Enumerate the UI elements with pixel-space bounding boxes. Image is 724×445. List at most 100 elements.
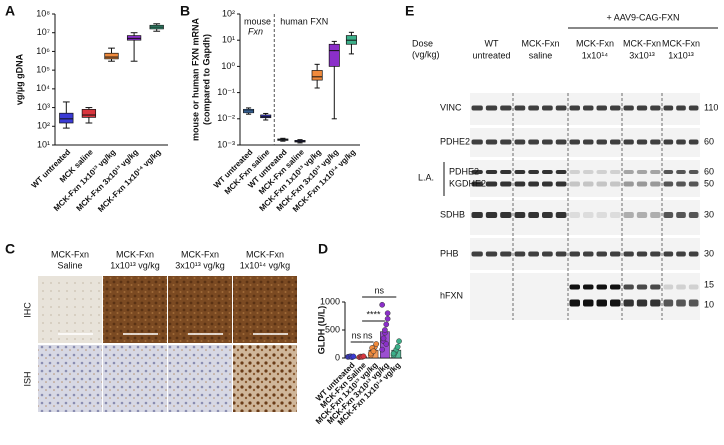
blot-band — [623, 299, 634, 307]
blot-band — [623, 181, 634, 187]
y-tick-label: 10⁰ — [221, 61, 235, 71]
micrograph — [233, 276, 297, 343]
row-label: PDHE2 — [449, 166, 479, 176]
blot-band — [471, 251, 483, 257]
data-point — [360, 353, 367, 360]
blot-band — [569, 299, 580, 307]
blot-band — [569, 105, 580, 111]
blot-band — [650, 284, 661, 290]
mw-marker: 110 — [704, 102, 718, 112]
blot-band — [569, 284, 580, 290]
data-point — [380, 335, 387, 342]
blot-band — [610, 284, 621, 290]
significance-label: ns — [374, 285, 384, 295]
blot-band — [500, 139, 512, 145]
panel-label: D — [318, 241, 328, 257]
blot-band — [610, 139, 621, 145]
blot-band — [514, 139, 526, 145]
y-tick-label: 0 — [335, 352, 340, 362]
data-point — [379, 301, 386, 308]
y-tick-label: 10⁶ — [36, 46, 50, 56]
blot-band — [650, 251, 661, 257]
blot-band — [610, 212, 621, 218]
box — [59, 112, 74, 124]
data-point — [383, 341, 390, 347]
blot-band — [514, 181, 526, 187]
blot-band — [676, 181, 686, 187]
blot-band — [528, 105, 539, 111]
data-point — [396, 338, 402, 345]
blot-band — [485, 251, 498, 257]
blot-band — [583, 181, 594, 187]
blot-band — [610, 251, 621, 257]
blot-band — [555, 251, 567, 257]
row-label: KGDHE2 — [449, 178, 486, 188]
group-label: untreated — [472, 50, 510, 60]
blot-band — [583, 251, 594, 257]
blot-band — [610, 181, 621, 187]
blot-band — [542, 251, 553, 257]
blot-band — [555, 170, 567, 174]
blot-band — [471, 105, 483, 111]
blot-band — [676, 251, 686, 257]
y-tick-label: 10⁴ — [36, 83, 50, 93]
blot-band — [610, 105, 621, 111]
blot-band — [500, 181, 512, 187]
row-label: PDHE2 — [440, 136, 470, 146]
blot-band — [663, 105, 674, 111]
box — [328, 43, 340, 67]
blot-band — [471, 181, 483, 187]
panel-label: A — [5, 3, 15, 19]
group-label: 1x10¹⁴ — [582, 50, 609, 60]
y-tick-label: 10⁻³ — [217, 139, 235, 149]
blot-band — [650, 212, 661, 218]
annotation: human FXN — [280, 16, 328, 26]
blot-band — [596, 105, 607, 111]
micrograph — [168, 345, 232, 412]
blot-band — [636, 105, 648, 111]
column-label: MCK-Fxn — [51, 249, 89, 259]
micrograph — [103, 345, 167, 412]
group-label: 1x10¹³ — [668, 50, 694, 60]
group-label: MCK-Fxn — [623, 38, 661, 48]
column-label: 1x10¹⁴ vg/kg — [240, 260, 290, 270]
mw-marker: 15 — [704, 279, 714, 289]
blot-band — [636, 212, 648, 218]
y-tick-label: 10⁷ — [37, 27, 50, 37]
significance-label: **** — [366, 309, 381, 319]
blot-band — [569, 181, 580, 187]
mw-marker: 60 — [704, 136, 714, 146]
blot-band — [500, 170, 512, 174]
blot-band — [688, 284, 699, 290]
blot-band — [514, 105, 526, 111]
micrograph — [38, 276, 102, 343]
box — [311, 70, 323, 81]
data-point — [350, 353, 357, 360]
y-axis-label: GLDH (U/L) — [316, 306, 326, 355]
blot-band — [688, 170, 699, 174]
column-label: 3x10¹³ vg/kg — [175, 260, 225, 270]
y-tick-label: 10² — [222, 8, 235, 18]
blot-band — [596, 139, 607, 145]
blot-band — [485, 170, 498, 174]
blot-band — [636, 139, 648, 145]
blot-band — [569, 139, 580, 145]
blot-band — [500, 212, 512, 218]
row-label: hFXN — [440, 290, 463, 300]
blot-band — [583, 105, 594, 111]
mw-marker: 60 — [704, 166, 714, 176]
blot-band — [485, 105, 498, 111]
column-label: Saline — [57, 260, 82, 270]
y-tick-label: 10¹ — [222, 35, 235, 45]
panel-label: B — [180, 3, 190, 19]
dose-label: (vg/kg) — [412, 49, 440, 59]
data-point — [390, 350, 397, 357]
blot-band — [676, 212, 686, 218]
blot-band — [650, 139, 661, 145]
blot-band — [583, 299, 594, 307]
blot-band — [596, 170, 607, 174]
blot-band — [663, 299, 674, 307]
blot-band — [636, 299, 648, 307]
data-point — [379, 346, 386, 353]
blot-band — [676, 284, 686, 290]
